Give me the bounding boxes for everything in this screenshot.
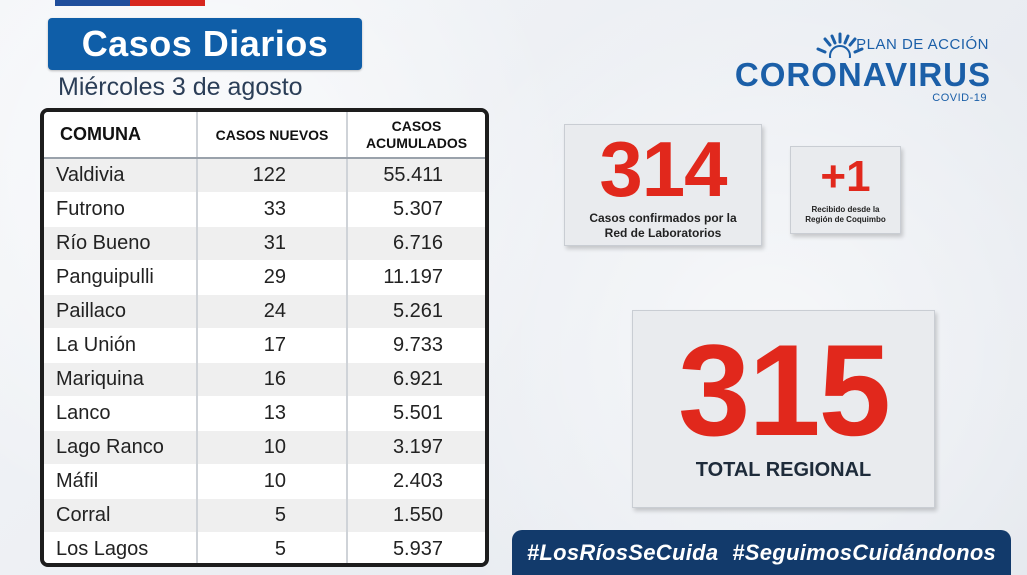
header-acumulados-line-1: CASOS [391,117,442,134]
comuna-cell: Río Bueno [44,226,198,261]
table-row: Futrono 33 5.307 [44,192,485,227]
flag-stripe-blue [55,0,130,6]
casos-nuevos-cell: 5 [197,498,348,533]
brand-main-label: CORONAVIRUS [734,56,991,93]
lab-cases-caption-line-2: Red de Laboratorios [604,226,722,240]
table-header-row: COMUNA CASOS NUEVOS CASOS ACUMULADOS [44,112,485,159]
header-acumulados-line-2: ACUMULADOS [365,134,468,151]
table-row: Los Lagos 5 5.937 [44,532,485,563]
title-banner: Casos Diarios [48,18,362,70]
table-row: Paillaco 24 5.261 [44,294,485,329]
table-row: Corral 5 1.550 [44,498,485,533]
comuna-cell: La Unión [44,328,198,363]
table-row: Río Bueno 31 6.716 [44,226,485,261]
comuna-cell: Paillaco [44,294,198,329]
lab-cases-value: 314 [599,125,727,213]
table-row: Máfil 10 2.403 [44,464,485,499]
comuna-cell: Lago Ranco [44,430,198,465]
external-cases-caption-line-2: Región de Coquimbo [805,215,886,224]
date-subtitle: Miércoles 3 de agosto [58,73,303,101]
casos-nuevos-cell: 5 [197,532,348,563]
casos-nuevos-cell: 16 [197,362,348,397]
hashtag-banner: #LosRíosSeCuida #SeguimosCuidándonos [512,530,1011,575]
table-row: Lanco 13 5.501 [44,396,485,431]
casos-acumulados-cell: 55.411 [347,158,485,193]
external-cases-caption: Recibido desde la Región de Coquimbo [791,205,900,225]
casos-acumulados-cell: 5.937 [347,532,485,563]
casos-acumulados-cell: 1.550 [347,498,485,533]
total-regional-card: 315 TOTAL REGIONAL [632,310,935,508]
casos-acumulados-cell: 6.716 [347,226,485,261]
casos-acumulados-cell: 5.261 [347,294,485,329]
casos-nuevos-cell: 24 [197,294,348,329]
flag-stripe-red [130,0,205,6]
casos-acumulados-cell: 5.501 [347,396,485,431]
casos-nuevos-cell: 13 [197,396,348,431]
casos-acumulados-cell: 2.403 [347,464,485,499]
cases-table-container: COMUNA CASOS NUEVOS CASOS ACUMULADOS Val… [40,108,489,567]
casos-acumulados-cell: 5.307 [347,192,485,227]
casos-acumulados-cell: 9.733 [347,328,485,363]
lab-cases-caption: Casos confirmados por la Red de Laborato… [565,211,761,241]
comuna-cell: Valdivia [44,158,198,193]
cases-table: COMUNA CASOS NUEVOS CASOS ACUMULADOS Val… [44,112,485,563]
page-title: Casos Diarios [81,23,329,64]
table-row: La Unión 17 9.733 [44,328,485,363]
brand-sub-label: COVID-19 [932,92,987,104]
lab-cases-caption-line-1: Casos confirmados por la [589,211,737,225]
casos-nuevos-cell: 10 [197,464,348,499]
comuna-cell: Mariquina [44,362,198,397]
casos-acumulados-cell: 11.197 [347,260,485,295]
casos-nuevos-cell: 10 [197,430,348,465]
comuna-cell: Los Lagos [44,532,198,563]
external-cases-caption-line-1: Recibido desde la [811,205,880,214]
comuna-cell: Futrono [44,192,198,227]
comuna-cell: Panguipulli [44,260,198,295]
header-comuna: COMUNA [44,112,198,159]
hashtag-seguimos: #SeguimosCuidándonos [732,539,997,565]
total-regional-caption: TOTAL REGIONAL [695,459,872,481]
table-row: Valdivia 122 55.411 [44,158,485,193]
casos-nuevos-cell: 122 [197,158,348,193]
external-cases-card: +1 Recibido desde la Región de Coquimbo [790,146,901,234]
header-casos-nuevos: CASOS NUEVOS [197,112,348,159]
casos-acumulados-cell: 3.197 [347,430,485,465]
table-body: Valdivia 122 55.411 Futrono 33 5.307 Río Bueno… [44,158,485,563]
table-row: Lago Ranco 10 3.197 [44,430,485,465]
sunrise-logo-icon [816,32,864,58]
external-cases-value: +1 [820,152,871,201]
table-row: Mariquina 16 6.921 [44,362,485,397]
flag-stripe [55,0,205,6]
casos-nuevos-cell: 33 [197,192,348,227]
brand-logo-block: PLAN DE ACCIÓN CORONAVIRUS COVID-19 [735,28,995,108]
total-regional-value: 315 [678,317,891,463]
comuna-cell: Máfil [44,464,198,499]
lab-cases-card: 314 Casos confirmados por la Red de Labo… [564,124,762,246]
comuna-cell: Corral [44,498,198,533]
brand-plan-label: PLAN DE ACCIÓN [856,36,989,53]
hashtag-los-rios: #LosRíosSeCuida [526,539,719,565]
casos-nuevos-cell: 31 [197,226,348,261]
casos-nuevos-cell: 29 [197,260,348,295]
header-casos-acumulados: CASOS ACUMULADOS [347,112,485,159]
comuna-cell: Lanco [44,396,198,431]
casos-nuevos-cell: 17 [197,328,348,363]
table-row: Panguipulli 29 11.197 [44,260,485,295]
casos-acumulados-cell: 6.921 [347,362,485,397]
